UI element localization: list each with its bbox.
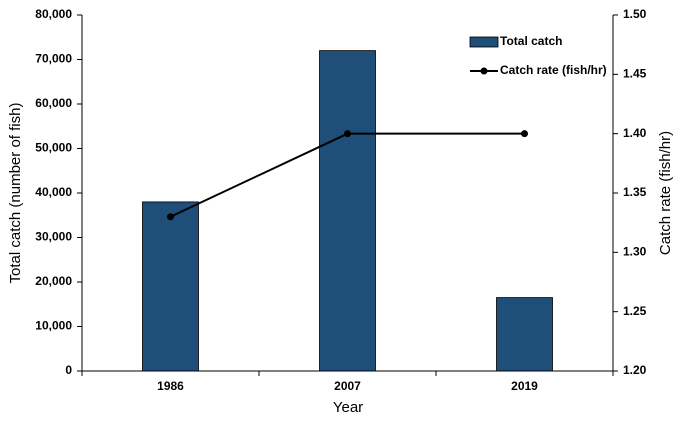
y2-axis-title: Catch rate (fish/hr) — [657, 131, 674, 255]
y2-tick-label: 1.40 — [623, 126, 647, 140]
y2-tick-label: 1.35 — [623, 185, 647, 199]
legend-swatch — [480, 67, 488, 75]
y2-tick-label: 1.30 — [623, 245, 647, 259]
y-tick-label: 70,000 — [35, 52, 72, 66]
y-tick-label: 0 — [65, 363, 72, 377]
legend-label: Catch rate (fish/hr) — [500, 63, 607, 77]
y-tick-label: 30,000 — [35, 230, 72, 244]
y-tick-label: 50,000 — [35, 141, 72, 155]
x-tick-label: 1986 — [157, 379, 184, 393]
legend-label: Total catch — [500, 34, 562, 48]
y2-tick-label: 1.25 — [623, 304, 647, 318]
y-axis-title: Total catch (number of fish) — [7, 103, 24, 284]
line-point — [167, 213, 174, 221]
bar — [142, 201, 199, 372]
y2-tick-label: 1.50 — [623, 7, 647, 21]
bar — [319, 50, 376, 372]
y-tick-label: 80,000 — [35, 7, 72, 21]
y2-tick-label: 1.45 — [623, 67, 647, 81]
bar — [496, 297, 553, 372]
y-tick-label: 20,000 — [35, 274, 72, 288]
line-point — [344, 130, 351, 138]
y-tick-label: 60,000 — [35, 96, 72, 110]
x-tick-label: 2007 — [334, 379, 361, 393]
x-tick-label: 2019 — [511, 379, 538, 393]
x-axis-title: Year — [333, 399, 363, 416]
legend-swatch — [469, 36, 499, 48]
y-tick-label: 10,000 — [35, 319, 72, 333]
y-tick-label: 40,000 — [35, 185, 72, 199]
y2-tick-label: 1.20 — [623, 363, 647, 377]
line-point — [521, 130, 528, 138]
